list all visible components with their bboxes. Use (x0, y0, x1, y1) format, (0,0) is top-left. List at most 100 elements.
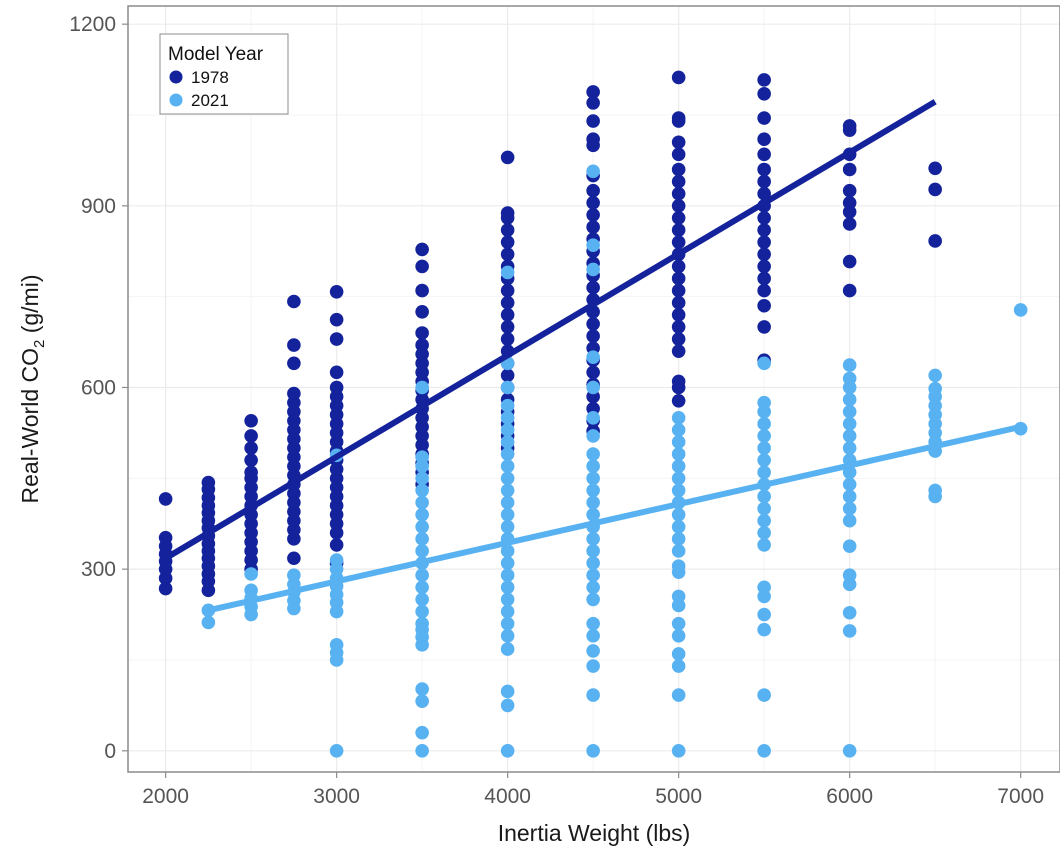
data-point (415, 304, 429, 319)
x-tick-label: 4000 (484, 785, 531, 808)
legend-label-1978: 1978 (191, 68, 229, 87)
data-point (1013, 303, 1028, 317)
data-point (842, 744, 857, 758)
data-point (842, 605, 857, 620)
y-axis-title-subscript: 2 (31, 340, 48, 348)
data-point (500, 332, 515, 346)
data-point (757, 417, 771, 431)
data-point (415, 326, 429, 340)
data-point (500, 398, 515, 413)
data-point (586, 459, 600, 474)
data-point (287, 294, 301, 309)
legend-title: Model Year (168, 44, 264, 65)
data-point (500, 616, 515, 631)
data-point (500, 580, 515, 595)
data-point (158, 581, 173, 596)
data-point (586, 132, 600, 147)
data-point (757, 271, 771, 286)
data-point (415, 568, 429, 583)
data-point (928, 161, 942, 176)
data-point (500, 410, 515, 425)
data-point (757, 162, 771, 177)
data-point (329, 638, 344, 652)
data-point (671, 308, 686, 322)
data-point (586, 568, 600, 583)
data-point (671, 223, 686, 237)
data-point (287, 551, 301, 566)
data-point (500, 495, 515, 510)
data-point (671, 259, 686, 274)
data-point (329, 332, 344, 346)
data-point (329, 538, 344, 552)
data-point (329, 365, 344, 380)
data-point (500, 684, 515, 699)
y-tick-label: 600 (81, 376, 116, 399)
data-point (757, 247, 771, 262)
data-point (671, 744, 686, 758)
data-point (671, 589, 686, 604)
data-point (415, 544, 429, 558)
data-point (671, 111, 686, 125)
data-point (415, 580, 429, 595)
data-point (500, 283, 515, 298)
data-point (201, 615, 216, 630)
data-point (842, 217, 857, 231)
data-point (586, 262, 600, 277)
data-point (500, 698, 515, 713)
x-axis-title: Inertia Weight (lbs) (498, 820, 691, 846)
data-point (928, 234, 942, 248)
data-point (500, 459, 515, 474)
data-point (329, 553, 344, 567)
x-tick-label: 5000 (655, 785, 702, 808)
data-point (671, 519, 686, 534)
data-point (586, 495, 600, 510)
data-point (415, 283, 429, 298)
data-point (500, 380, 515, 395)
data-point (415, 532, 429, 546)
data-point (500, 308, 515, 322)
data-point (586, 410, 600, 425)
data-point (842, 477, 857, 492)
data-point (586, 195, 600, 210)
data-points (158, 70, 1028, 758)
fit-lines (164, 99, 1022, 614)
legend-marker-1978 (169, 70, 183, 84)
data-point (671, 435, 686, 449)
data-point (244, 583, 258, 598)
data-point (757, 283, 771, 298)
data-point (757, 688, 771, 702)
x-tick-label: 2000 (142, 785, 189, 808)
data-point (500, 544, 515, 558)
data-point (586, 544, 600, 558)
data-point (842, 283, 857, 298)
data-point (287, 386, 301, 401)
data-point (586, 447, 600, 461)
data-point (671, 344, 686, 358)
data-point (757, 147, 771, 162)
data-point (415, 725, 429, 740)
data-point (500, 150, 515, 165)
data-point (757, 580, 771, 595)
data-point (500, 568, 515, 583)
data-point (671, 459, 686, 474)
data-point (842, 183, 857, 198)
data-point (586, 114, 600, 128)
data-point (500, 435, 515, 449)
data-point (586, 659, 600, 673)
data-point (586, 744, 600, 758)
y-tick-label: 1200 (69, 13, 116, 36)
data-point (244, 567, 258, 581)
data-point (757, 320, 771, 334)
data-point (586, 329, 600, 343)
data-point (757, 259, 771, 274)
data-point (500, 265, 515, 280)
data-point (586, 628, 600, 643)
data-point (415, 682, 429, 696)
data-point (842, 358, 857, 372)
data-point (500, 206, 515, 220)
data-point (500, 519, 515, 534)
data-point (842, 568, 857, 583)
data-point (842, 489, 857, 504)
data-point (586, 532, 600, 546)
data-point (287, 338, 301, 352)
